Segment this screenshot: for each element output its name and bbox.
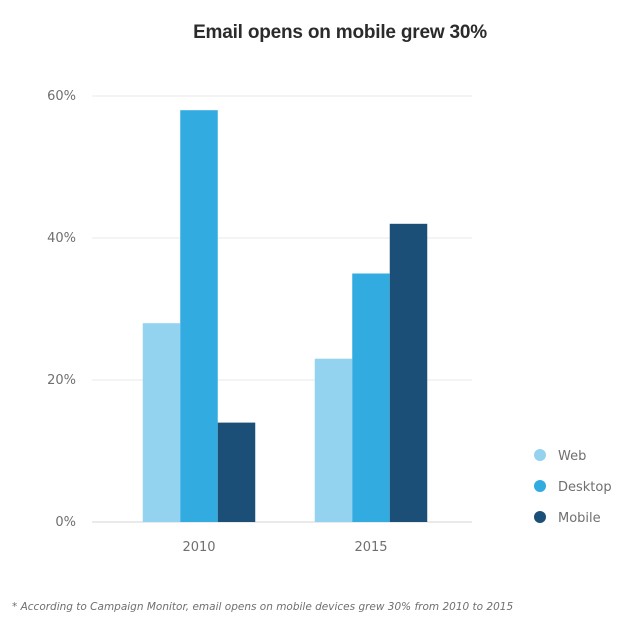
x-tick-label: 2015	[354, 540, 387, 555]
x-tick-label: 2010	[182, 540, 215, 555]
bar-desktop-2015	[352, 273, 390, 522]
chart-title: Email opens on mobile grew 30%	[193, 22, 487, 43]
bar-web-2010	[142, 323, 181, 522]
legend-swatch-web	[534, 449, 546, 461]
y-tick-label: 20%	[47, 373, 76, 388]
bars	[142, 110, 428, 523]
bar-web-2015	[314, 358, 353, 522]
x-axis: 2010 2015	[182, 540, 387, 555]
y-tick-label: 40%	[47, 231, 76, 246]
bar-mobile-2010	[217, 422, 256, 522]
y-tick-label: 60%	[47, 89, 76, 104]
y-tick-label: 0%	[55, 515, 76, 530]
legend: Web Desktop Mobile	[534, 449, 612, 526]
bar-desktop-2010	[180, 110, 218, 522]
legend-swatch-desktop	[534, 480, 546, 492]
footnote: * According to Campaign Monitor, email o…	[12, 601, 514, 613]
legend-swatch-mobile	[534, 511, 546, 523]
legend-label-desktop: Desktop	[558, 480, 612, 495]
bar-mobile-2015	[389, 223, 428, 523]
legend-label-mobile: Mobile	[558, 511, 601, 526]
legend-label-web: Web	[558, 449, 586, 464]
